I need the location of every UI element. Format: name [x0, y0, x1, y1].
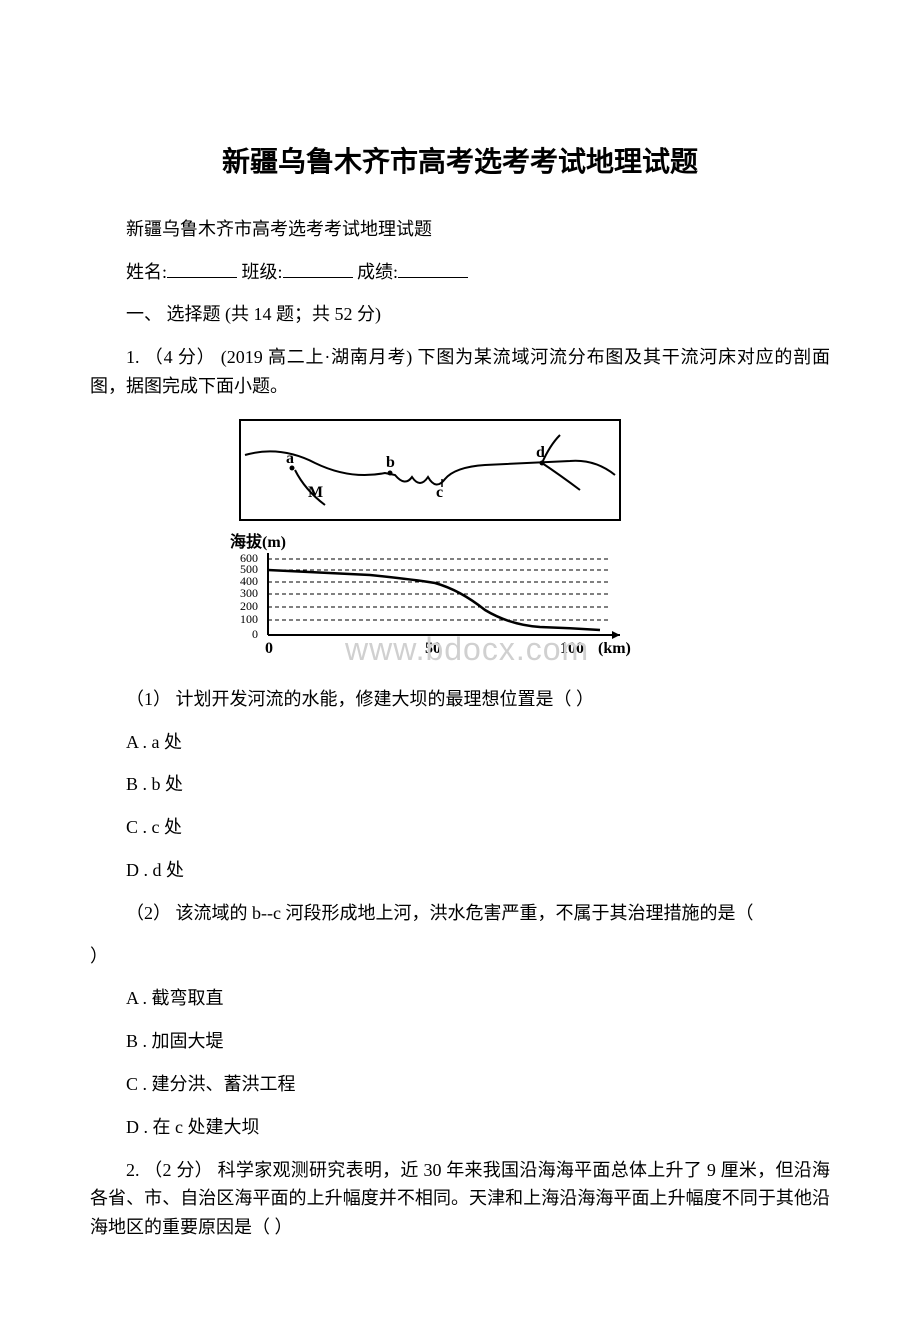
q1-sub1-option-b: B . b 处: [90, 770, 830, 799]
q1-sub2-option-b: B . 加固大堤: [90, 1027, 830, 1056]
label-M: M: [308, 484, 323, 501]
class-blank: [283, 260, 353, 278]
q1-sub1-option-d: D . d 处: [90, 856, 830, 885]
y-axis-label: 海拔(m): [230, 532, 286, 551]
label-d: d: [536, 444, 545, 461]
subtitle: 新疆乌鲁木齐市高考选考考试地理试题: [90, 215, 830, 244]
ytick-0: 0: [252, 627, 258, 641]
name-label: 姓名:: [126, 262, 167, 282]
ytick-200: 200: [240, 599, 258, 613]
score-label: 成绩:: [357, 262, 398, 282]
q2-stem: 2. （2 分） 科学家观测研究表明，近 30 年来我国沿海海平面总体上升了 9…: [90, 1156, 830, 1242]
score-blank: [398, 260, 468, 278]
label-a: a: [286, 450, 294, 467]
q1-sub1-option-c: C . c 处: [90, 813, 830, 842]
q1-sub2-option-a: A . 截弯取直: [90, 984, 830, 1013]
page-title: 新疆乌鲁木齐市高考选考考试地理试题: [90, 140, 830, 185]
q1-sub2-option-c: C . 建分洪、蓄洪工程: [90, 1070, 830, 1099]
river-diagram-svg: a b c d M 海拔(m) 600 500 400 300: [230, 415, 650, 675]
x-axis-label: (km): [598, 640, 631, 657]
q1-figure: a b c d M 海拔(m) 600 500 400 300: [230, 415, 830, 675]
ytick-100: 100: [240, 612, 258, 626]
ytick-300: 300: [240, 586, 258, 600]
label-b: b: [386, 454, 395, 471]
form-line: 姓名: 班级: 成绩:: [90, 258, 830, 287]
class-label: 班级:: [242, 262, 283, 282]
xtick-0: 0: [265, 640, 273, 657]
q1-sub1: （1） 计划开发河流的水能，修建大坝的最理想位置是（ ）: [90, 685, 830, 714]
profile-chart: 海拔(m) 600 500 400 300 200 100 0 0 50 100: [230, 532, 631, 667]
q1-sub2-option-d: D . 在 c 处建大坝: [90, 1113, 830, 1142]
name-blank: [167, 260, 237, 278]
section-header: 一、 选择题 (共 14 题；共 52 分): [90, 300, 830, 329]
q1-sub2-line2: ）: [90, 942, 830, 971]
q1-stem: 1. （4 分） (2019 高二上·湖南月考) 下图为某流域河流分布图及其干流…: [90, 343, 830, 401]
q1-sub1-option-a: A . a 处: [90, 728, 830, 757]
map-panel: a b c d M: [240, 420, 620, 520]
watermark: www.bdocx.com: [344, 631, 589, 667]
q1-sub2-line1: （2） 该流域的 b--c 河段形成地上河，洪水危害严重，不属于其治理措施的是（: [90, 899, 830, 928]
